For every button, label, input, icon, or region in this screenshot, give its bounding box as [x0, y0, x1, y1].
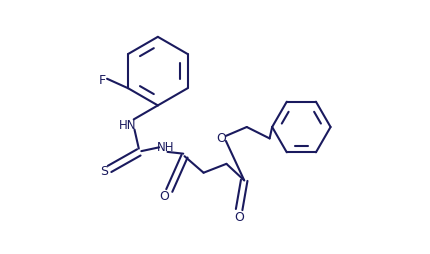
Text: S: S [101, 165, 108, 178]
Text: NH: NH [157, 141, 174, 154]
Text: O: O [234, 211, 244, 224]
Text: O: O [216, 132, 226, 145]
Text: O: O [159, 190, 169, 203]
Text: HN: HN [119, 119, 136, 132]
Text: F: F [98, 73, 105, 87]
